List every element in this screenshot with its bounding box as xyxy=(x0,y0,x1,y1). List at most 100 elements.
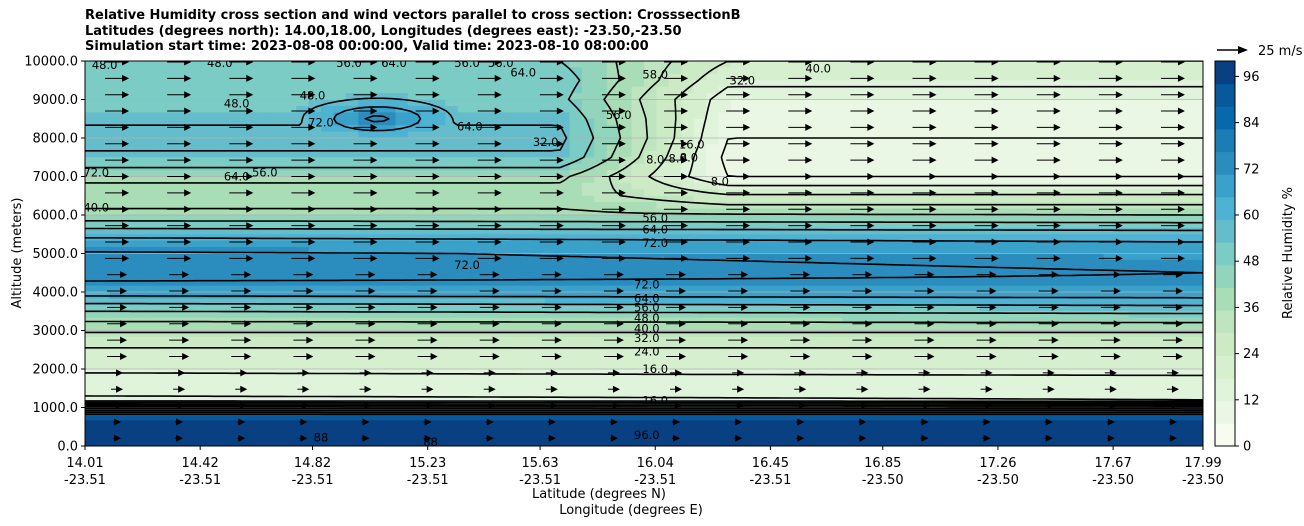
humidity-cell xyxy=(407,227,421,235)
humidity-cell xyxy=(196,144,210,152)
humidity-cell xyxy=(407,118,421,126)
humidity-cell xyxy=(718,433,732,441)
humidity-cell xyxy=(718,388,732,396)
humidity-cell xyxy=(122,426,136,434)
humidity-cell xyxy=(1004,86,1018,94)
humidity-cell xyxy=(147,138,161,146)
humidity-cell xyxy=(780,317,794,325)
humidity-cell xyxy=(122,247,136,255)
humidity-cell xyxy=(358,375,372,383)
humidity-cell xyxy=(494,138,508,146)
humidity-cell xyxy=(793,195,807,203)
humidity-cell xyxy=(693,189,707,197)
humidity-cell xyxy=(805,227,819,235)
humidity-cell xyxy=(308,413,322,421)
humidity-cell xyxy=(594,221,608,229)
humidity-cell xyxy=(979,163,993,171)
humidity-cell xyxy=(979,157,993,165)
humidity-cell xyxy=(979,362,993,370)
humidity-cell xyxy=(1053,170,1067,178)
humidity-cell xyxy=(793,375,807,383)
humidity-cell xyxy=(159,144,173,152)
humidity-cell xyxy=(1041,80,1055,88)
humidity-cell xyxy=(979,150,993,158)
humidity-cell xyxy=(557,99,571,107)
humidity-cell xyxy=(321,426,335,434)
humidity-cell xyxy=(445,426,459,434)
humidity-cell xyxy=(470,433,484,441)
humidity-cell xyxy=(718,215,732,223)
humidity-cell xyxy=(880,336,894,344)
humidity-cell xyxy=(805,304,819,312)
humidity-cell xyxy=(296,381,310,389)
humidity-cell xyxy=(395,259,409,267)
humidity-cell xyxy=(718,247,732,255)
humidity-cell xyxy=(221,247,235,255)
humidity-cell xyxy=(494,86,508,94)
humidity-cell xyxy=(544,138,558,146)
humidity-cell xyxy=(780,336,794,344)
humidity-cell xyxy=(370,234,384,242)
humidity-cell xyxy=(407,304,421,312)
humidity-cell xyxy=(85,99,99,107)
humidity-cell xyxy=(457,234,471,242)
humidity-cell xyxy=(768,99,782,107)
humidity-cell xyxy=(171,73,185,81)
humidity-cell xyxy=(321,73,335,81)
humidity-cell xyxy=(209,259,223,267)
humidity-cell xyxy=(420,311,434,319)
humidity-cell xyxy=(619,285,633,293)
humidity-cell xyxy=(482,311,496,319)
humidity-cell xyxy=(383,362,397,370)
humidity-cell xyxy=(122,272,136,280)
humidity-cell xyxy=(544,375,558,383)
humidity-cell xyxy=(1091,394,1105,402)
humidity-cell xyxy=(271,426,285,434)
humidity-cell xyxy=(494,420,508,428)
humidity-cell xyxy=(718,99,732,107)
humidity-cell xyxy=(345,356,359,364)
humidity-cell xyxy=(656,215,670,223)
humidity-cell xyxy=(880,150,894,158)
humidity-cell xyxy=(321,189,335,197)
humidity-cell xyxy=(383,336,397,344)
humidity-cell xyxy=(345,259,359,267)
humidity-cell xyxy=(345,369,359,377)
humidity-cell xyxy=(979,298,993,306)
humidity-cell xyxy=(954,105,968,113)
humidity-cell xyxy=(420,349,434,357)
humidity-cell xyxy=(395,215,409,223)
humidity-cell xyxy=(942,285,956,293)
humidity-cell xyxy=(234,343,248,351)
humidity-cell xyxy=(134,182,148,190)
humidity-cell xyxy=(743,208,757,216)
humidity-cell xyxy=(321,61,335,69)
humidity-cell xyxy=(904,240,918,248)
humidity-cell xyxy=(85,125,99,133)
humidity-cell xyxy=(184,215,198,223)
humidity-cell xyxy=(917,215,931,223)
humidity-cell xyxy=(768,324,782,332)
humidity-cell xyxy=(383,105,397,113)
humidity-cell xyxy=(271,420,285,428)
humidity-cell xyxy=(544,413,558,421)
humidity-cell xyxy=(929,343,943,351)
humidity-cell xyxy=(519,208,533,216)
humidity-cell xyxy=(494,99,508,107)
humidity-cell xyxy=(793,259,807,267)
humidity-cell xyxy=(979,266,993,274)
humidity-cell xyxy=(842,336,856,344)
humidity-cell xyxy=(966,215,980,223)
humidity-cell xyxy=(333,138,347,146)
humidity-cell xyxy=(544,324,558,332)
humidity-cell xyxy=(805,266,819,274)
humidity-cell xyxy=(271,388,285,396)
humidity-cell xyxy=(97,433,111,441)
humidity-cell xyxy=(147,125,161,133)
humidity-cell xyxy=(880,439,894,446)
humidity-cell xyxy=(644,176,658,184)
humidity-cell xyxy=(271,112,285,120)
humidity-cell xyxy=(321,215,335,223)
humidity-cell xyxy=(519,369,533,377)
humidity-cell xyxy=(470,118,484,126)
